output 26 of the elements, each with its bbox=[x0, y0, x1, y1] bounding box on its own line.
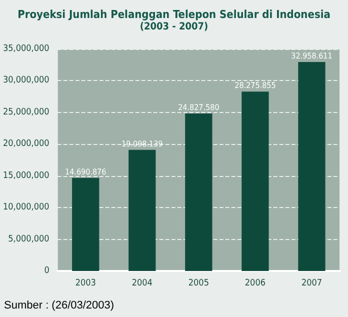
data-label: 28.275.855 bbox=[234, 81, 276, 90]
chart-subtitle: (2003 - 2007) bbox=[140, 22, 208, 32]
bar bbox=[72, 178, 100, 271]
chart-title: Proyeksi Jumlah Pelanggan Telepon Selular di Indonesia bbox=[18, 8, 330, 21]
x-tick-label: 2005 bbox=[188, 278, 209, 288]
y-tick-label: 5,000,000 bbox=[8, 234, 50, 244]
data-label: 32.958.611 bbox=[291, 51, 332, 60]
data-label: 24.827.580 bbox=[178, 103, 220, 112]
bar bbox=[185, 114, 212, 271]
text: Sumber : (26/03/2003) bbox=[4, 300, 114, 312]
data-label: 14.690.876 bbox=[65, 167, 107, 176]
bar bbox=[128, 150, 156, 271]
y-tick-label: 10,000,000 bbox=[2, 202, 50, 213]
y-tick-label: 20,000,000 bbox=[2, 139, 50, 150]
y-tick-label: 25,000,000 bbox=[2, 107, 50, 118]
x-tick-label: 2006 bbox=[244, 278, 266, 288]
x-tick-label: 2007 bbox=[301, 278, 322, 288]
y-tick-label: 0 bbox=[44, 266, 50, 276]
y-tick-label: 35,000,000 bbox=[2, 44, 50, 54]
x-tick-label: 2003 bbox=[75, 278, 96, 288]
y-tick-label: 15,000,000 bbox=[2, 170, 50, 181]
bar bbox=[242, 92, 269, 271]
x-tick-label: 2004 bbox=[132, 278, 152, 288]
bar bbox=[298, 62, 326, 271]
data-label: 19.098.139 bbox=[122, 139, 164, 148]
y-tick-label: 30,000,000 bbox=[2, 76, 50, 86]
